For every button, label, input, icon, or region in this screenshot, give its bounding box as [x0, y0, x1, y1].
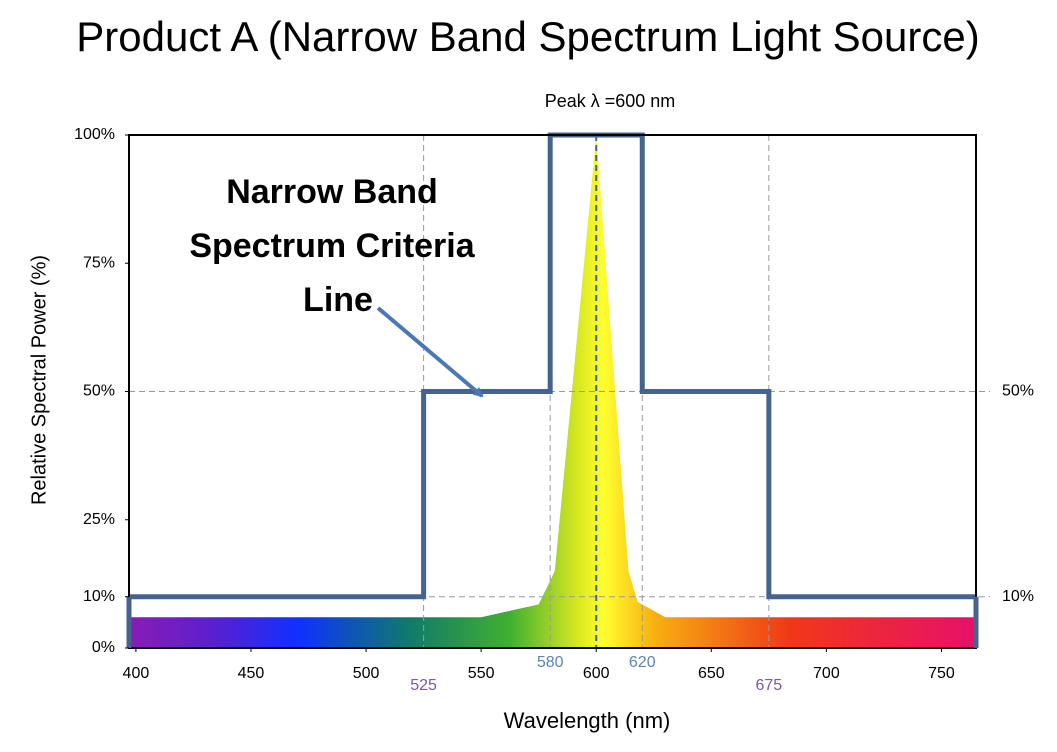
marker-label: 580 [537, 654, 564, 671]
plot: 10% 50% 525 580 620 675 0% 10% 25% 50% 75% 100% 400 4… [74, 126, 1034, 694]
peak-label: Peak λ =600 nm [545, 91, 676, 111]
marker-label: 525 [410, 677, 437, 694]
y-tick-label: 75% [83, 254, 115, 271]
y2-tick-label: 50% [1002, 383, 1034, 400]
marker-label: 620 [629, 654, 656, 671]
x-tick-label: 700 [813, 665, 840, 682]
marker-label: 675 [756, 677, 783, 694]
x-tick-label: 400 [123, 665, 150, 682]
y-tick-label: 0% [92, 639, 115, 656]
annotation-line: Line [303, 281, 373, 319]
x-tick-label: 550 [468, 665, 495, 682]
annotation-line: Spectrum Criteria [189, 227, 475, 265]
y-axis-label: Relative Spectral Power (%) [28, 255, 50, 505]
x-tick-label: 750 [928, 665, 955, 682]
x-tick-label: 500 [353, 665, 380, 682]
y-tick-label: 50% [83, 383, 115, 400]
chart-title: Product A (Narrow Band Spectrum Light So… [76, 13, 979, 60]
annotation: Narrow Band Spectrum Criteria Line [189, 173, 475, 319]
y-tick-label: 100% [74, 126, 115, 143]
annotation-arrow [376, 306, 484, 398]
y-tick-label: 25% [83, 511, 115, 528]
annotation-line: Narrow Band [226, 173, 438, 211]
x-axis-label: Wavelength (nm) [504, 708, 671, 733]
x-tick-label: 600 [583, 665, 610, 682]
y-tick-label: 10% [83, 588, 115, 605]
x-tick-label: 650 [698, 665, 725, 682]
x-tick-label: 450 [238, 665, 265, 682]
y2-tick-label: 10% [1002, 588, 1034, 605]
